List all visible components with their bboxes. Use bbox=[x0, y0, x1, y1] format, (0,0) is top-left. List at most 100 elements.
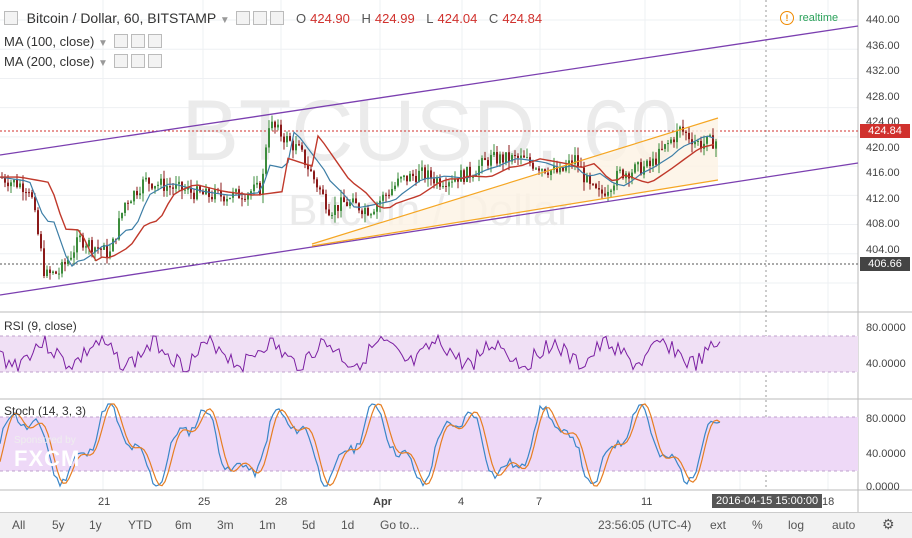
settings-icon[interactable] bbox=[131, 54, 146, 68]
candle-body bbox=[691, 139, 693, 145]
candle-body bbox=[643, 166, 645, 175]
candle-body bbox=[595, 184, 597, 189]
visibility-icon[interactable] bbox=[114, 34, 129, 48]
candle-body bbox=[481, 158, 483, 166]
candle-body bbox=[250, 191, 252, 195]
candle-body bbox=[199, 186, 201, 192]
rsi-axis-80: 80.0000 bbox=[866, 322, 906, 334]
lower-channel-line bbox=[0, 162, 859, 296]
candle-body bbox=[508, 152, 510, 162]
visibility-icon[interactable] bbox=[114, 54, 129, 68]
candle-body bbox=[601, 189, 603, 194]
candle-body bbox=[4, 177, 6, 183]
candle-body bbox=[598, 188, 600, 190]
candle-body bbox=[562, 167, 564, 171]
candle-body bbox=[289, 136, 291, 141]
goto-button[interactable]: Go to... bbox=[380, 518, 420, 532]
candle-body bbox=[694, 141, 696, 145]
candle-body bbox=[352, 198, 354, 203]
candle-body bbox=[166, 186, 168, 191]
candle-body bbox=[178, 181, 180, 185]
candle-body bbox=[247, 194, 249, 200]
candle-body bbox=[484, 158, 486, 161]
candle-body bbox=[532, 162, 534, 169]
candle-body bbox=[451, 181, 453, 183]
candle-body bbox=[148, 177, 150, 184]
rsi-legend[interactable]: RSI (9, close) bbox=[4, 319, 77, 333]
candle-body bbox=[328, 209, 330, 216]
candle-body bbox=[214, 189, 216, 200]
stoch-legend[interactable]: Stoch (14, 3, 3) bbox=[4, 404, 87, 418]
candle-body bbox=[520, 155, 522, 158]
range-ytd[interactable]: YTD bbox=[128, 518, 152, 532]
range-5d[interactable]: 5d bbox=[302, 518, 316, 532]
range-6m[interactable]: 6m bbox=[175, 518, 192, 532]
clock-readout: 23:56:05 (UTC-4) bbox=[598, 518, 692, 532]
range-1m[interactable]: 1m bbox=[259, 518, 276, 532]
ma200-legend[interactable]: MA (200, close) ▼ bbox=[4, 54, 163, 69]
range-1y[interactable]: 1y bbox=[89, 518, 102, 532]
range-all[interactable]: All bbox=[12, 518, 26, 532]
candle-body bbox=[121, 212, 123, 219]
candle-body bbox=[73, 252, 75, 258]
candle-body bbox=[337, 205, 339, 211]
ext-toggle[interactable]: ext bbox=[710, 518, 727, 532]
candle-body bbox=[304, 149, 306, 165]
settings-icon[interactable] bbox=[253, 11, 268, 25]
settings-icon[interactable] bbox=[131, 34, 146, 48]
candle-body bbox=[544, 169, 546, 173]
chevron-down-icon[interactable]: ▼ bbox=[97, 38, 108, 49]
candle-body bbox=[241, 198, 243, 200]
price-axis-label: 428.00 bbox=[866, 90, 900, 103]
candle-body bbox=[664, 144, 666, 149]
candle-body bbox=[61, 262, 63, 274]
candle-body bbox=[172, 187, 174, 189]
candle-body bbox=[607, 191, 609, 196]
price-axis-label: 404.00 bbox=[866, 243, 900, 256]
collapse-icon[interactable] bbox=[4, 11, 18, 25]
candle-body bbox=[400, 177, 402, 179]
price-axis-label: 416.00 bbox=[866, 167, 900, 179]
candle-body bbox=[298, 144, 300, 146]
candle-body bbox=[556, 166, 558, 173]
log-toggle[interactable]: log bbox=[788, 518, 805, 532]
range-3m[interactable]: 3m bbox=[217, 518, 234, 532]
candle-body bbox=[109, 251, 111, 258]
settings-gear-icon[interactable]: ⚙ bbox=[882, 516, 895, 532]
candle-body bbox=[97, 247, 99, 249]
candle-body bbox=[463, 170, 465, 182]
close-icon[interactable] bbox=[148, 54, 163, 68]
candle-body bbox=[13, 179, 15, 183]
date-label: 28 bbox=[275, 496, 288, 508]
candle-body bbox=[79, 235, 81, 238]
close-icon[interactable] bbox=[148, 34, 163, 48]
range-1d[interactable]: 1d bbox=[341, 518, 355, 532]
candle-body bbox=[19, 183, 21, 188]
candle-body bbox=[49, 269, 51, 273]
candle-body bbox=[592, 183, 594, 185]
candle-body bbox=[448, 182, 450, 187]
candle-body bbox=[22, 183, 24, 193]
symbol-legend[interactable]: Bitcoin / Dollar, 60, BITSTAMP ▼ O 424.90… bbox=[4, 10, 542, 26]
candle-body bbox=[487, 160, 489, 166]
stoch-axis-80: 80.0000 bbox=[866, 413, 906, 425]
visibility-icon[interactable] bbox=[236, 11, 251, 25]
candle-body bbox=[133, 190, 135, 202]
crosshair-date: 2016-04-15 15:00:00 bbox=[712, 494, 823, 508]
stoch-axis-0: 0.0000 bbox=[866, 481, 900, 493]
candle-body bbox=[637, 162, 639, 165]
auto-toggle[interactable]: auto bbox=[832, 518, 856, 532]
range-5y[interactable]: 5y bbox=[52, 518, 65, 532]
candle-body bbox=[7, 182, 9, 187]
percent-toggle[interactable]: % bbox=[752, 518, 763, 532]
ma100-legend[interactable]: MA (100, close) ▼ bbox=[4, 34, 163, 49]
candle-body bbox=[454, 178, 456, 182]
chevron-down-icon[interactable]: ▼ bbox=[219, 15, 230, 26]
close-icon[interactable] bbox=[270, 11, 285, 25]
candle-body bbox=[136, 190, 138, 196]
candle-body bbox=[568, 160, 570, 166]
candle-body bbox=[478, 165, 480, 175]
chevron-down-icon[interactable]: ▼ bbox=[97, 58, 108, 69]
candle-body bbox=[652, 158, 654, 166]
